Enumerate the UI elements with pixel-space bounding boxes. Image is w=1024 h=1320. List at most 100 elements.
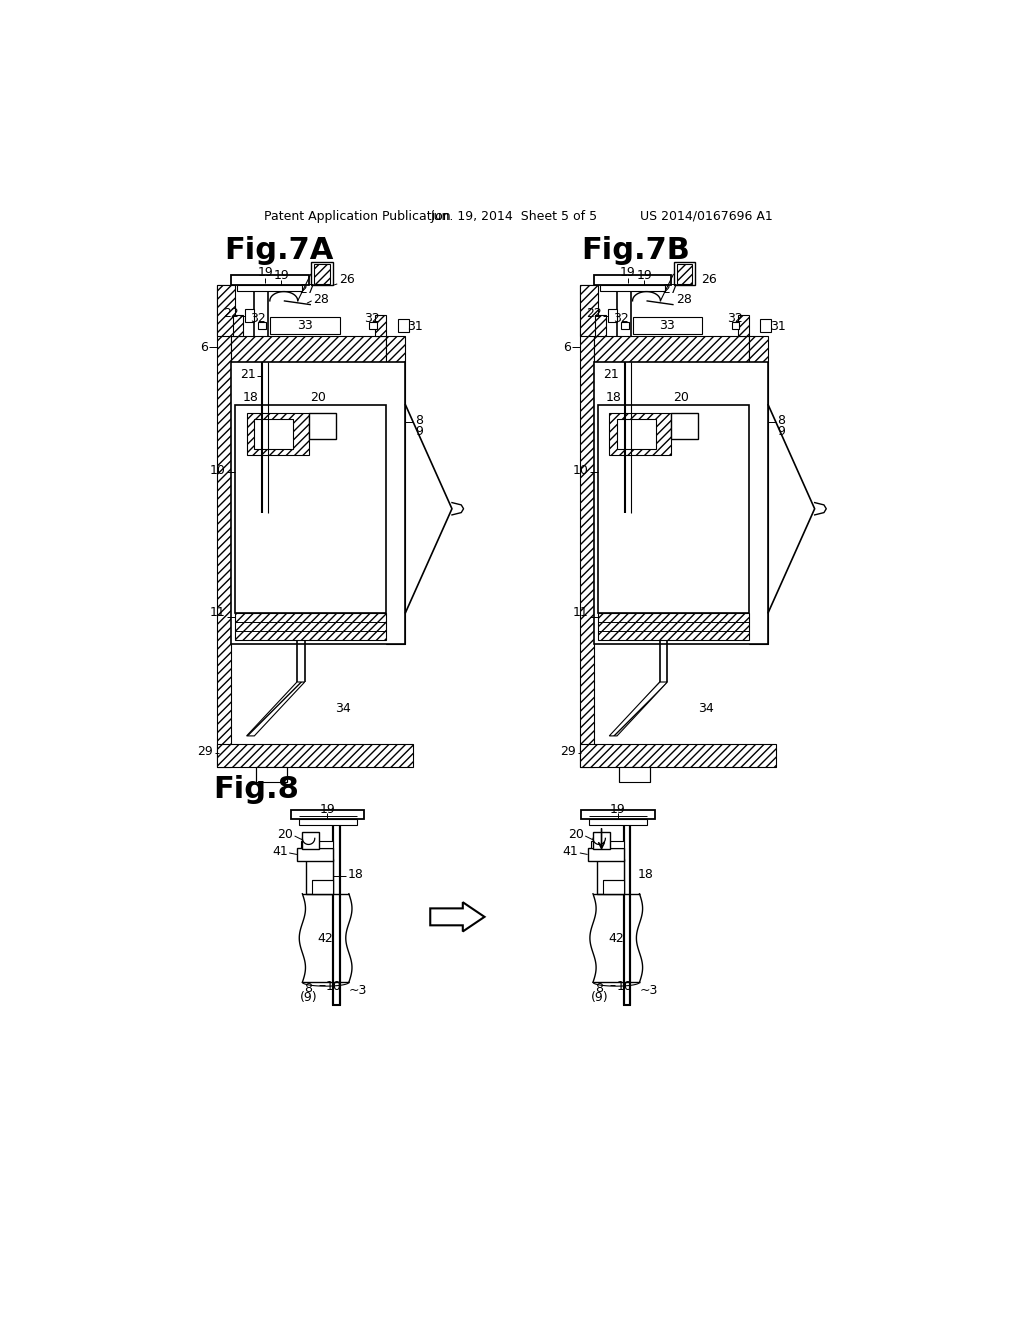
Text: 18: 18: [347, 869, 364, 880]
Text: Fig.7B: Fig.7B: [582, 236, 690, 265]
Bar: [595, 315, 606, 335]
Bar: [598, 612, 749, 640]
Text: 32: 32: [250, 312, 266, 325]
Text: Fig.8: Fig.8: [213, 775, 299, 804]
Text: 32: 32: [727, 312, 742, 325]
Text: 27: 27: [662, 282, 678, 296]
Bar: [621, 322, 629, 330]
Bar: [617, 418, 655, 449]
Bar: [334, 817, 340, 1006]
Text: 8: 8: [415, 413, 423, 426]
Text: 9: 9: [777, 425, 785, 438]
Bar: [598, 405, 749, 612]
Text: 6: 6: [562, 341, 570, 354]
Bar: [732, 322, 739, 330]
Text: 33: 33: [297, 319, 312, 333]
Text: 22: 22: [223, 308, 239, 321]
Bar: [580, 285, 594, 767]
Bar: [247, 413, 308, 455]
Text: 19: 19: [257, 265, 273, 279]
Bar: [593, 832, 610, 849]
Bar: [231, 363, 406, 644]
Bar: [738, 315, 749, 335]
Text: 11: 11: [572, 606, 589, 619]
Text: 8: 8: [304, 982, 312, 995]
Bar: [603, 880, 624, 894]
Bar: [580, 285, 598, 335]
Bar: [674, 263, 695, 285]
Text: 20: 20: [310, 391, 326, 404]
Text: 26: 26: [701, 273, 717, 286]
Bar: [254, 418, 293, 449]
Bar: [588, 847, 624, 861]
Bar: [375, 315, 386, 335]
Bar: [761, 318, 771, 333]
Text: 10: 10: [572, 463, 589, 477]
Bar: [302, 832, 319, 849]
Bar: [308, 412, 336, 440]
Bar: [594, 335, 749, 363]
Text: 20: 20: [673, 391, 688, 404]
FancyArrow shape: [430, 903, 484, 932]
Text: 21: 21: [603, 367, 618, 380]
Bar: [234, 405, 386, 612]
Bar: [607, 309, 617, 322]
Bar: [301, 841, 334, 847]
Text: 22: 22: [586, 308, 601, 321]
Bar: [256, 767, 287, 781]
Text: 42: 42: [317, 932, 334, 945]
Text: 20: 20: [568, 828, 584, 841]
Text: 42: 42: [608, 932, 624, 945]
Bar: [297, 847, 334, 861]
Bar: [618, 767, 649, 781]
Bar: [672, 412, 698, 440]
Text: 19: 19: [636, 269, 652, 282]
Text: US 2014/0167696 A1: US 2014/0167696 A1: [640, 210, 772, 223]
Bar: [306, 859, 334, 894]
Text: 29: 29: [560, 744, 575, 758]
Bar: [594, 275, 672, 285]
Text: 19: 19: [610, 803, 626, 816]
Text: 20: 20: [278, 828, 293, 841]
Bar: [624, 817, 630, 1006]
Text: 26: 26: [339, 273, 354, 286]
Bar: [291, 810, 365, 818]
Text: 28: 28: [313, 293, 329, 306]
Text: Jun. 19, 2014  Sheet 5 of 5: Jun. 19, 2014 Sheet 5 of 5: [430, 210, 597, 223]
Text: 34: 34: [698, 702, 714, 715]
Text: Fig.7A: Fig.7A: [224, 236, 334, 265]
Text: 27: 27: [299, 282, 315, 296]
Text: 10: 10: [616, 979, 632, 993]
Bar: [217, 743, 414, 767]
Bar: [582, 810, 655, 818]
Bar: [234, 612, 386, 640]
Text: 18: 18: [243, 391, 258, 404]
Bar: [597, 859, 624, 894]
Text: 33: 33: [659, 319, 675, 333]
Bar: [592, 841, 624, 847]
Bar: [386, 335, 406, 644]
Bar: [633, 317, 702, 334]
Text: 21: 21: [240, 367, 256, 380]
Bar: [589, 818, 647, 825]
Text: 41: 41: [562, 845, 579, 858]
Text: 19: 19: [620, 265, 636, 279]
Text: (9): (9): [591, 991, 608, 1005]
Text: 32: 32: [613, 312, 629, 325]
Bar: [609, 413, 672, 455]
Text: ~3: ~3: [349, 983, 368, 997]
Text: 9: 9: [415, 425, 423, 438]
Bar: [270, 317, 340, 334]
Text: 34: 34: [336, 702, 351, 715]
Text: 11: 11: [210, 606, 225, 619]
Bar: [238, 285, 302, 290]
Text: Patent Application Publication: Patent Application Publication: [263, 210, 451, 223]
Bar: [217, 285, 234, 335]
Text: 32: 32: [365, 312, 380, 325]
Text: 28: 28: [676, 293, 692, 306]
Text: 10: 10: [326, 979, 341, 993]
Text: 6: 6: [200, 341, 208, 354]
Bar: [232, 315, 244, 335]
Text: 29: 29: [198, 744, 213, 758]
Bar: [314, 264, 330, 284]
